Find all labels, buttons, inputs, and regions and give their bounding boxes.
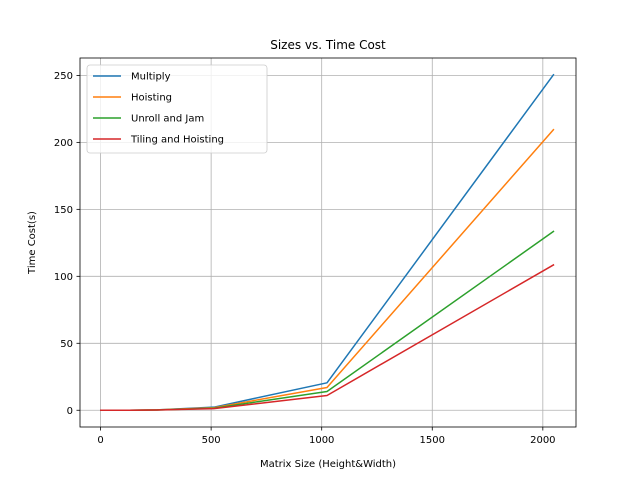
y-tick-label: 100 bbox=[54, 272, 73, 283]
y-tick-label: 250 bbox=[54, 71, 73, 82]
legend-frame bbox=[86, 64, 268, 154]
x-axis-label: Matrix Size (Height&Width) bbox=[260, 459, 396, 470]
chart-title: Sizes vs. Time Cost bbox=[270, 38, 386, 52]
legend: Multiply Hoisting Unroll and Jam Tiling and… bbox=[86, 64, 268, 154]
legend-label-unroll-and-jam: Unroll and Jam bbox=[131, 114, 204, 125]
legend-label-multiply: Multiply bbox=[131, 72, 171, 83]
plot-frame bbox=[79, 57, 577, 428]
series-lines bbox=[100, 73, 555, 412]
legend-label-tiling-and-hoisting: Tiling and Hoisting bbox=[130, 135, 224, 146]
x-tick-label: 1500 bbox=[420, 435, 445, 446]
x-tick-label: 1000 bbox=[309, 435, 334, 446]
x-tick-label: 2000 bbox=[530, 435, 555, 446]
legend-label-hoisting: Hoisting bbox=[131, 93, 172, 104]
series-line-tiling-and-hoisting bbox=[100, 263, 555, 412]
x-tick-label: 0 bbox=[97, 435, 103, 446]
x-tick-label: 500 bbox=[202, 435, 221, 446]
y-tick-label: 200 bbox=[54, 138, 73, 149]
y-tick-label: 50 bbox=[60, 339, 73, 350]
y-axis-label: Time Cost(s) bbox=[27, 211, 38, 275]
y-tick-label: 150 bbox=[54, 205, 73, 216]
y-tick-label: 0 bbox=[67, 406, 73, 417]
axis-ticks: 0 500 1000 1500 2000 0 50 100 150 200 250 bbox=[54, 71, 556, 446]
